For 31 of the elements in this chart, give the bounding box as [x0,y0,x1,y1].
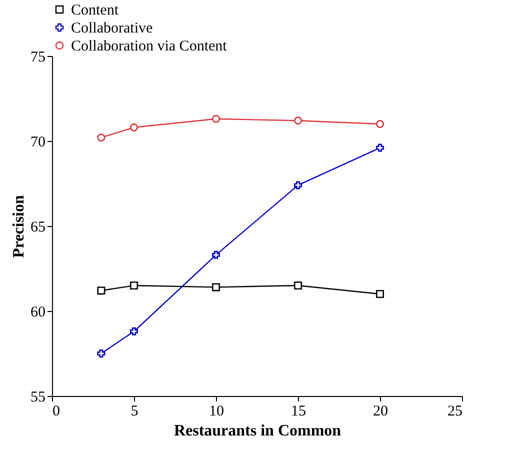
y-tick-label: 60 [30,304,46,320]
point [97,349,106,358]
x-tick-label: 20 [373,404,388,420]
x-tick-label: 10 [209,404,224,420]
point [294,281,302,290]
point [212,114,220,123]
x-tick-label: 5 [130,404,138,420]
y-tick-label: 65 [30,220,46,236]
point [97,286,106,295]
legend-label: Content [71,2,120,18]
y-tick-label: 55 [30,390,46,406]
point [130,281,138,290]
point [376,290,384,298]
x-tick-label: 15 [291,404,306,420]
point [97,134,106,142]
point [212,250,220,259]
y-tick-label: 70 [30,134,46,150]
x-tick-label: 0 [52,404,60,420]
legend-label: Collaboration via Content [71,38,228,54]
y-tick-label: 75 [30,50,46,66]
y-axis-title: Precision [10,195,28,258]
point [376,120,384,128]
point [376,144,384,152]
point [294,116,302,125]
point [212,283,220,292]
x-tick-label: 25 [448,404,462,420]
point [294,181,302,190]
x-axis-title: Restaurants in Common [174,422,342,440]
point [130,123,138,132]
point [130,327,138,336]
legend-label: Collaborative [71,20,153,36]
